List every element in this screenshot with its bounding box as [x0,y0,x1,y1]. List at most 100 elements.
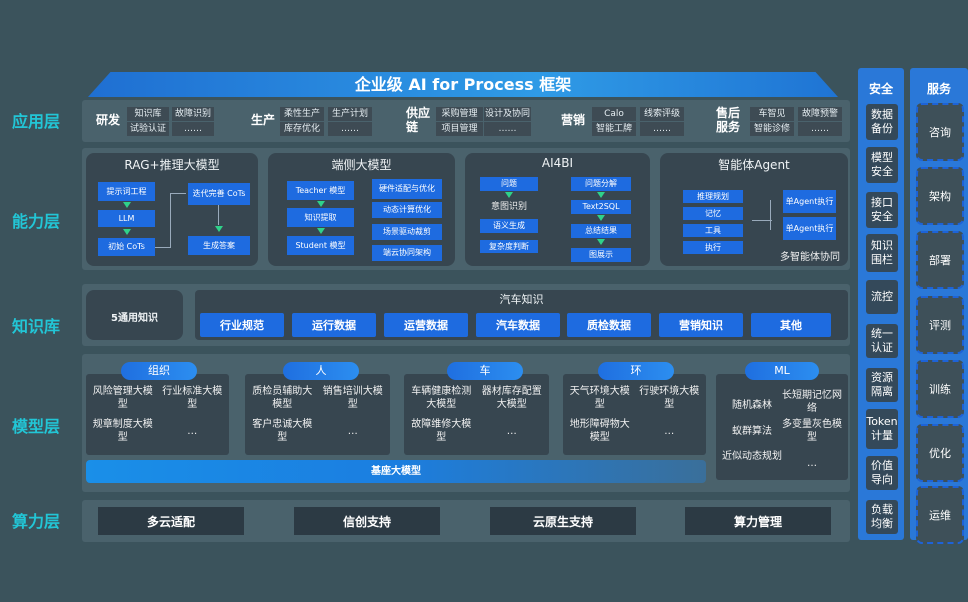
app-group-label: 售后服务 [716,106,741,134]
app-item[interactable]: 采购管理 [436,107,483,121]
ai4bi-box[interactable]: 问题 [480,177,538,191]
app-item[interactable]: 智能工牌 [592,122,636,136]
model-item: 地形障碍物大模型 [569,419,630,443]
agent-box[interactable]: 工具 [683,224,743,237]
service-item[interactable]: 运维 [916,486,964,544]
model-item: … [347,426,358,437]
model-group-card [86,374,229,455]
compute-item[interactable]: 多云适配 [98,507,244,535]
ai4bi-box[interactable]: 复杂度判断 [480,240,538,253]
knowledge-item[interactable]: 质检数据 [567,313,651,337]
edge-box[interactable]: 场景驱动裁剪 [372,224,442,240]
app-item[interactable]: 库存优化 [280,122,324,136]
service-item[interactable]: 训练 [916,360,964,418]
connector-line [170,193,186,194]
edge-box[interactable]: 硬件适配与优化 [372,179,442,199]
ai4bi-card-title: AI4BI [541,156,574,170]
app-item[interactable]: …… [798,122,842,136]
app-item[interactable]: 生产计划 [328,107,372,121]
compute-item[interactable]: 信创支持 [294,507,440,535]
connector-line [170,193,171,248]
ai4bi-box[interactable]: 图展示 [571,248,631,262]
agent-box[interactable]: 单Agent执行 [783,217,836,240]
model-group-pill[interactable]: 车 [447,362,523,380]
security-item[interactable]: 价值导向 [866,456,898,490]
compute-item[interactable]: 算力管理 [685,507,831,535]
edge-box[interactable]: 动态计算优化 [372,202,442,218]
security-item[interactable]: 模型安全 [866,147,898,183]
security-item[interactable]: 接口安全 [866,192,898,228]
service-item[interactable]: 架构 [916,167,964,225]
connector-line [770,200,771,230]
app-item[interactable]: 线索评级 [640,107,684,121]
app-item[interactable]: Calo [592,107,636,121]
app-item[interactable]: 设计及协同 [484,107,531,121]
rag-box[interactable]: 初始 CoTs [98,238,155,256]
knowledge-item[interactable]: 运行数据 [292,313,376,337]
security-title: 安全 [868,82,893,96]
security-item[interactable]: 负载均衡 [866,500,898,534]
app-item[interactable]: 故障预警 [798,107,842,121]
agent-box[interactable]: 记忆 [683,207,743,220]
service-title: 服务 [926,82,951,96]
security-item[interactable]: 知识围栏 [866,234,898,272]
ml-item: 近似动态规划 [722,451,782,462]
security-item[interactable]: 资源隔离 [866,368,898,402]
ai4bi-box[interactable]: 总结结果 [571,224,631,238]
app-item[interactable]: …… [328,122,372,136]
knowledge-item[interactable]: 汽车数据 [476,313,560,337]
knowledge-item[interactable]: 行业规范 [200,313,284,337]
ai4bi-box[interactable]: 语义生成 [480,219,538,233]
app-item[interactable]: 智能诊修 [750,122,794,136]
app-item[interactable]: 项目管理 [436,122,483,136]
rag-box[interactable]: LLM [98,210,155,227]
rag-box[interactable]: 迭代完善 CoTs [188,183,250,205]
knowledge-item[interactable]: 其他 [751,313,831,337]
app-item[interactable]: …… [172,122,214,136]
arrow-down-icon [597,215,605,221]
service-item[interactable]: 咨询 [916,103,964,161]
rag-box[interactable]: 提示词工程 [98,182,155,201]
app-item[interactable]: 车智见 [750,107,794,121]
model-group-pill[interactable]: 人 [283,362,359,380]
knowledge-item[interactable]: 营销知识 [659,313,743,337]
edge-box[interactable]: 知识提取 [287,208,354,227]
app-item[interactable]: …… [640,122,684,136]
knowledge-item[interactable]: 运营数据 [384,313,468,337]
agent-box[interactable]: 执行 [683,241,743,254]
service-item[interactable]: 评测 [916,296,964,354]
agent-box[interactable]: 单Agent执行 [783,190,836,213]
app-item[interactable]: 柔性生产 [280,107,324,121]
edge-box[interactable]: 端云协同架构 [372,245,442,261]
edge-box[interactable]: Teacher 模型 [287,181,354,200]
app-item[interactable]: 试验认证 [127,122,169,136]
security-item[interactable]: 流控 [866,280,898,314]
rag-box[interactable]: 生成答案 [188,236,250,255]
framework-title-banner: 企业级 AI for Process 框架 [88,72,838,97]
model-item: 故障维修大模型 [411,419,472,443]
layer-label-knowledge: 知识库 [12,317,61,336]
model-group-pill[interactable]: 组织 [121,362,197,380]
app-item[interactable]: 故障识别 [172,107,214,121]
security-item[interactable]: 数据备份 [866,104,898,140]
ai4bi-box[interactable]: 问题分解 [571,177,631,191]
security-item[interactable]: Token计量 [866,409,898,449]
app-item[interactable]: …… [484,122,531,136]
compute-item[interactable]: 云原生支持 [490,507,636,535]
model-group-pill[interactable]: 环 [598,362,674,380]
arrow-down-icon [317,228,325,234]
layer-label-model: 模型层 [12,417,61,436]
arrow-down-icon [317,201,325,207]
ml-item: 随机森林 [732,400,772,411]
app-item[interactable]: 知识库 [127,107,169,121]
general-knowledge-card [86,290,183,340]
service-item[interactable]: 优化 [916,424,964,482]
ml-pill[interactable]: ML [745,362,819,380]
ai4bi-box[interactable]: Text2SQL [571,200,631,214]
service-item[interactable]: 部署 [916,231,964,289]
edge-box[interactable]: Student 模型 [287,236,354,255]
security-item[interactable]: 统一认证 [866,324,898,358]
agent-box[interactable]: 推理规划 [683,190,743,203]
model-item: 器材库存配置大模型 [481,386,542,410]
arrow-down-icon [505,192,513,198]
